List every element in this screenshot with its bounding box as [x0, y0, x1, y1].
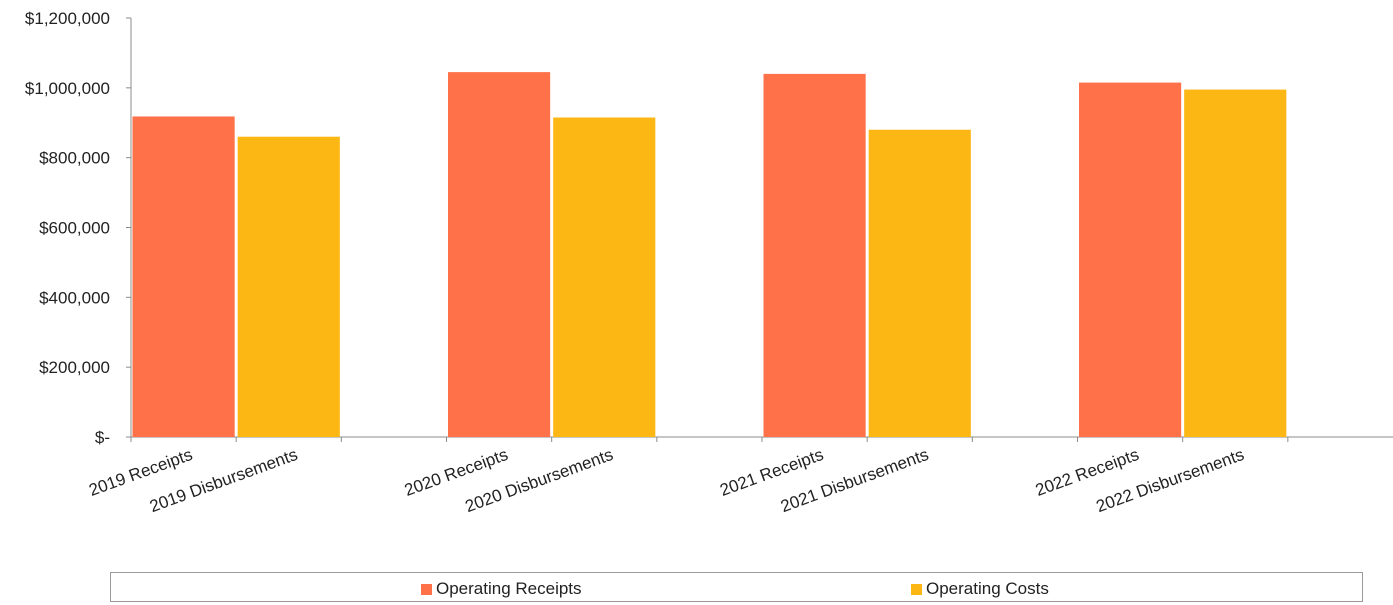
bar-2021-receipts [763, 73, 866, 437]
legend-item-operating-receipts: Operating Receipts [421, 579, 582, 599]
y-tick-label: $- [95, 428, 110, 447]
legend-label-operating-costs: Operating Costs [926, 579, 1049, 598]
legend-label-operating-receipts: Operating Receipts [436, 579, 582, 598]
y-tick-label: $800,000 [39, 149, 110, 168]
y-tick-label: $1,200,000 [25, 9, 110, 28]
y-tick-label: $200,000 [39, 358, 110, 377]
y-tick-label: $600,000 [39, 219, 110, 238]
legend-swatch-operating-receipts [421, 583, 432, 595]
bar-2020-disbursements [553, 117, 656, 437]
bar-2019-receipts [132, 116, 235, 437]
legend-swatch-operating-costs [911, 583, 922, 595]
legend: Operating Receipts Operating Costs [110, 572, 1363, 602]
bar-2020-receipts [448, 72, 551, 437]
y-tick-label: $1,000,000 [25, 79, 110, 98]
y-tick-label: $400,000 [39, 288, 110, 307]
bar-2022-receipts [1079, 82, 1182, 438]
bar-2021-disbursements [868, 129, 971, 437]
legend-item-operating-costs: Operating Costs [911, 579, 1049, 599]
y-axis: $- $200,000 $400,000 $600,000 $800,000 $1,000… [25, 9, 132, 447]
bar-2022-disbursements [1184, 89, 1287, 438]
bar-2019-disbursements [237, 136, 340, 437]
bars [132, 72, 1287, 438]
